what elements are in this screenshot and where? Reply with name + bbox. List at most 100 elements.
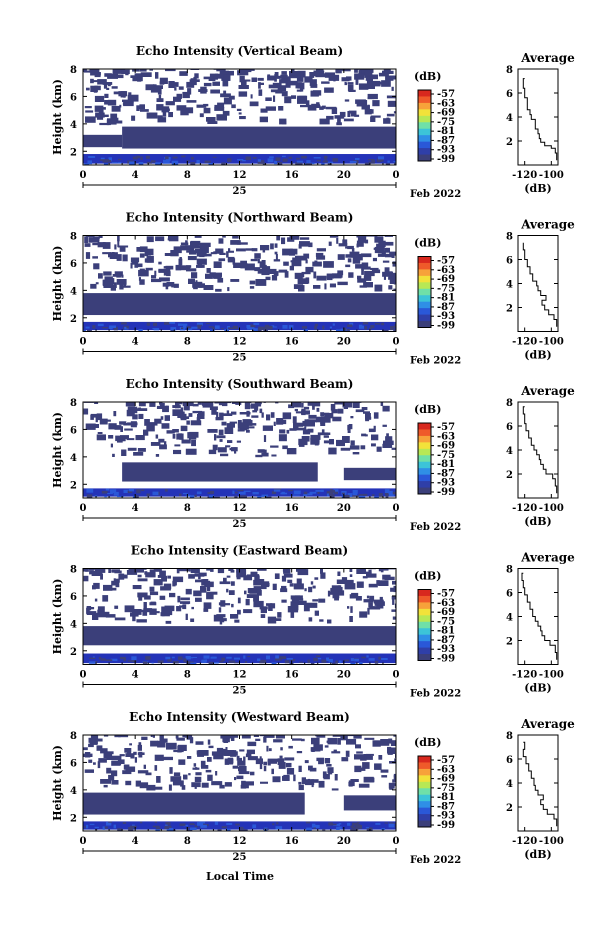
echo-pixel bbox=[259, 408, 263, 414]
echo-pixel bbox=[153, 611, 160, 614]
echo-speckle bbox=[384, 822, 388, 824]
echo-speckle bbox=[108, 160, 112, 163]
echo-speckle bbox=[152, 491, 159, 496]
echo-pixel bbox=[160, 416, 164, 420]
colorbar-segment bbox=[418, 435, 431, 443]
echo-pixel bbox=[167, 238, 171, 241]
echo-pixel bbox=[190, 618, 195, 622]
echo-layer-strong bbox=[83, 321, 396, 331]
echo-pixel bbox=[168, 81, 175, 88]
colorbar-segment bbox=[418, 288, 431, 296]
echo-pixel bbox=[107, 751, 114, 755]
echo-pixel bbox=[172, 429, 179, 433]
echo-pixel bbox=[198, 283, 205, 288]
echo-pixel bbox=[368, 569, 372, 577]
echo-pixel bbox=[88, 737, 95, 743]
echo-pixel bbox=[369, 74, 378, 80]
echo-pixel bbox=[100, 779, 111, 784]
echo-pixel bbox=[189, 737, 194, 744]
echo-pixel bbox=[378, 580, 389, 586]
echo-pixel bbox=[102, 252, 111, 255]
echo-pixel bbox=[229, 561, 239, 567]
echo-speckle bbox=[327, 161, 334, 164]
echo-pixel bbox=[380, 740, 390, 746]
echo-pixel bbox=[168, 235, 179, 242]
echo-speckle bbox=[200, 824, 207, 828]
echo-speckle bbox=[179, 823, 186, 826]
echo-pixel bbox=[117, 235, 120, 242]
echo-pixel bbox=[194, 235, 202, 238]
echo-speckle bbox=[101, 490, 108, 494]
x-tick-label: 8 bbox=[184, 337, 191, 348]
echo-speckle bbox=[186, 494, 191, 497]
heatmap-area bbox=[83, 62, 396, 165]
echo-layer-strong bbox=[83, 154, 396, 164]
echo-speckle bbox=[131, 658, 137, 663]
echo-pixel bbox=[319, 106, 324, 110]
colorbar-tick-label: -57 bbox=[437, 422, 455, 433]
colorbar-segment bbox=[418, 461, 431, 469]
echo-pixel bbox=[104, 93, 109, 98]
colorbar-tick-label: -63 bbox=[437, 598, 455, 609]
echo-speckle bbox=[331, 490, 335, 493]
echo-pixel bbox=[363, 411, 370, 414]
echo-speckle bbox=[221, 826, 227, 829]
echo-pixel bbox=[188, 413, 193, 417]
profile-x-tick-label: -100 bbox=[539, 836, 564, 847]
echo-pixel bbox=[298, 781, 302, 785]
echo-speckle bbox=[339, 660, 342, 663]
echo-pixel bbox=[310, 90, 319, 97]
echo-pixel bbox=[180, 425, 188, 432]
echo-pixel bbox=[111, 770, 118, 777]
echo-pixel bbox=[275, 402, 279, 404]
echo-pixel bbox=[222, 235, 226, 238]
y-tick-label: 4 bbox=[70, 286, 77, 297]
echo-pixel bbox=[319, 118, 330, 125]
echo-pixel bbox=[336, 238, 339, 244]
echo-pixel bbox=[173, 246, 182, 254]
echo-pixel bbox=[152, 735, 155, 738]
echo-pixel bbox=[390, 587, 394, 592]
echo-pixel bbox=[292, 738, 302, 741]
echo-speckle bbox=[378, 656, 381, 660]
echo-speckle bbox=[393, 329, 396, 332]
echo-pixel bbox=[98, 235, 103, 238]
echo-pixel bbox=[111, 252, 115, 259]
echo-pixel bbox=[113, 91, 125, 95]
echo-pixel bbox=[374, 763, 382, 770]
echo-pixel bbox=[287, 237, 295, 242]
echo-pixel bbox=[91, 424, 99, 428]
echo-speckle bbox=[276, 822, 279, 825]
echo-pixel bbox=[107, 62, 111, 69]
echo-pixel bbox=[157, 115, 163, 119]
echo-pixel bbox=[157, 117, 167, 123]
echo-pixel bbox=[157, 740, 166, 748]
echo-pixel bbox=[202, 730, 209, 735]
profile-x-label: (dB) bbox=[524, 349, 551, 362]
echo-pixel bbox=[237, 429, 245, 432]
echo-pixel bbox=[217, 447, 227, 453]
echo-speckle bbox=[89, 657, 96, 659]
echo-pixel bbox=[176, 737, 185, 741]
echo-pixel bbox=[209, 73, 218, 80]
echo-pixel bbox=[361, 731, 371, 735]
echo-pixel bbox=[187, 756, 192, 759]
echo-pixel bbox=[285, 762, 292, 768]
echo-speckle bbox=[271, 325, 275, 328]
echo-pixel bbox=[165, 620, 172, 624]
echo-pixel bbox=[362, 576, 368, 579]
echo-pixel bbox=[228, 248, 231, 252]
colorbar-frame bbox=[417, 589, 432, 661]
echo-pixel bbox=[381, 251, 386, 257]
echo-pixel bbox=[120, 426, 123, 432]
echo-pixel bbox=[155, 434, 159, 439]
colorbar-segment bbox=[418, 90, 431, 97]
echo-speckle bbox=[185, 656, 191, 660]
echo-pixel bbox=[373, 412, 379, 419]
colorbar-frame bbox=[417, 256, 432, 328]
echo-pixel bbox=[344, 583, 356, 590]
echo-pixel bbox=[260, 607, 267, 614]
echo-pixel bbox=[131, 609, 142, 615]
echo-pixel bbox=[138, 402, 146, 407]
day-label: 25 bbox=[233, 686, 247, 697]
